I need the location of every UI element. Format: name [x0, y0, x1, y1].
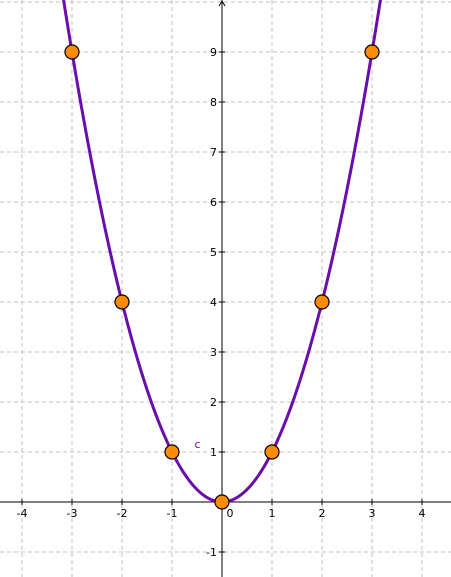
x-tick-label: 3 — [369, 507, 376, 520]
data-point[interactable] — [365, 45, 379, 59]
x-tick-label: -4 — [17, 507, 28, 520]
x-tick-label: 2 — [319, 507, 326, 520]
data-point[interactable] — [265, 445, 279, 459]
y-tick-label: 1 — [210, 446, 217, 459]
x-tick-label: 1 — [269, 507, 276, 520]
curve-label: c — [195, 438, 201, 451]
x-tick-label: -1 — [167, 507, 178, 520]
x-tick-label: -2 — [117, 507, 128, 520]
data-point[interactable] — [115, 295, 129, 309]
y-tick-label: 8 — [210, 96, 217, 109]
y-tick-label: 2 — [210, 396, 217, 409]
data-point[interactable] — [215, 495, 229, 509]
x-tick-label: 4 — [419, 507, 426, 520]
y-tick-label: 3 — [210, 346, 217, 359]
y-tick-label: 9 — [210, 46, 217, 59]
y-tick-label: -1 — [206, 546, 217, 559]
data-point[interactable] — [315, 295, 329, 309]
data-point[interactable] — [65, 45, 79, 59]
x-tick-label: 0 — [227, 507, 234, 520]
x-tick-label: -3 — [67, 507, 78, 520]
y-tick-label: 7 — [210, 146, 217, 159]
y-tick-label: 5 — [210, 246, 217, 259]
annotations: c — [195, 438, 201, 451]
y-tick-label: 4 — [210, 296, 217, 309]
y-tick-label: 6 — [210, 196, 217, 209]
data-point[interactable] — [165, 445, 179, 459]
